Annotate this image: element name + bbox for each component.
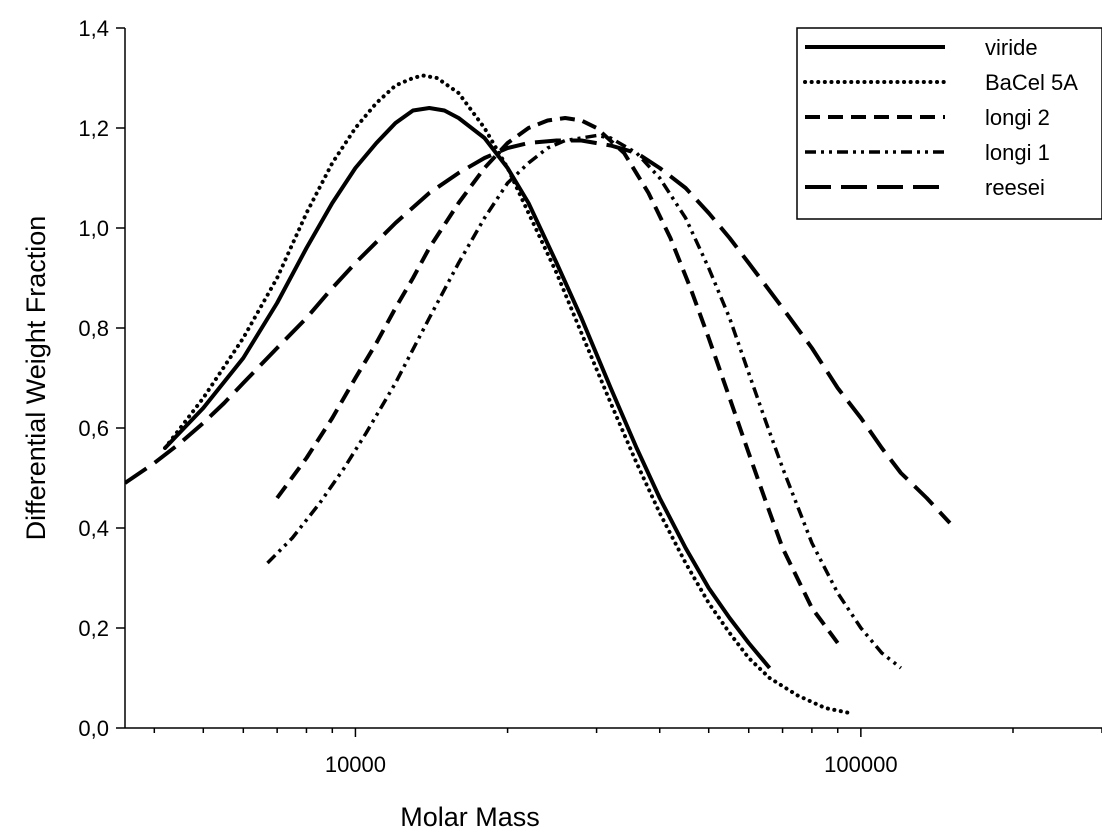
legend-label: viride — [985, 35, 1038, 60]
y-tick-label: 0,8 — [78, 316, 109, 341]
series-layer — [125, 73, 952, 715]
axes: 0,0 0,2 0,4 0,6 0,8 1,0 1,2 1,4 10000 100000 — [78, 16, 1102, 777]
legend: viride BaCel 5A longi 2 longi 1 reesei — [796, 27, 1102, 220]
x-tick-label: 100000 — [824, 752, 897, 777]
series-line-longi-1 — [266, 133, 902, 670]
y-tick-label: 0,2 — [78, 616, 109, 641]
series-line-viride — [163, 106, 772, 670]
series-line-longi-2 — [275, 116, 840, 645]
legend-label: BaCel 5A — [985, 70, 1078, 95]
y-tick-label: 1,4 — [78, 16, 109, 41]
x-axis-title: Molar Mass — [400, 802, 540, 831]
legend-label: longi 1 — [985, 140, 1050, 165]
series-line-bacel-5a — [163, 73, 852, 715]
legend-box — [796, 27, 1102, 220]
y-tick-label: 0,4 — [78, 516, 109, 541]
y-tick-label: 1,0 — [78, 216, 109, 241]
x-tick-label: 10000 — [325, 752, 386, 777]
y-tick-label: 1,2 — [78, 116, 109, 141]
y-tick-label: 0,0 — [78, 716, 109, 741]
y-axis-title: Differential Weight Fraction — [21, 216, 51, 541]
legend-label: longi 2 — [985, 105, 1050, 130]
y-tick-label: 0,6 — [78, 416, 109, 441]
series-line-reesei — [125, 138, 952, 525]
legend-label: reesei — [985, 175, 1045, 200]
